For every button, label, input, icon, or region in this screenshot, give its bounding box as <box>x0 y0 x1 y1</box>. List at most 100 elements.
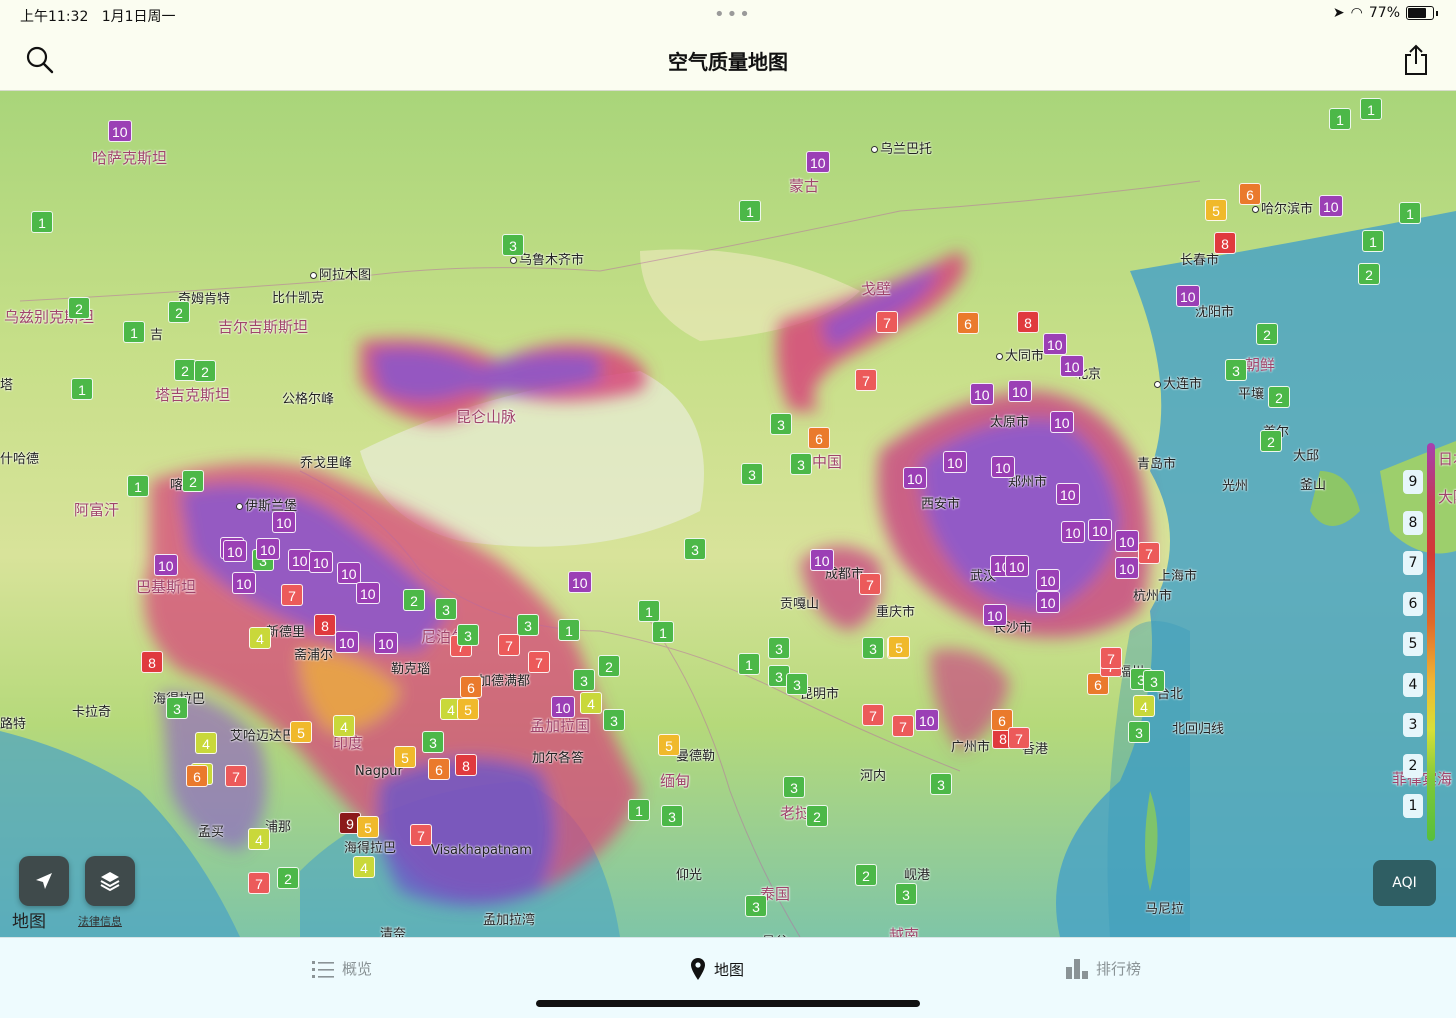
aqi-station-marker[interactable]: 10 <box>983 604 1007 626</box>
aqi-station-marker[interactable]: 10 <box>568 571 592 593</box>
aqi-station-marker[interactable]: 2 <box>277 867 299 889</box>
aqi-station-marker[interactable]: 5 <box>1205 199 1227 221</box>
tab-overview[interactable]: 概览 <box>312 958 372 979</box>
aqi-station-marker[interactable]: 1 <box>1360 98 1382 120</box>
aqi-station-marker[interactable]: 2 <box>403 589 425 611</box>
aqi-station-marker[interactable]: 3 <box>786 673 808 695</box>
aqi-station-marker[interactable]: 1 <box>1399 202 1421 224</box>
aqi-station-marker[interactable]: 10 <box>1036 569 1060 591</box>
aqi-station-marker[interactable]: 3 <box>422 731 444 753</box>
aqi-station-marker[interactable]: 5 <box>457 698 479 720</box>
aqi-station-marker[interactable]: 10 <box>335 631 359 653</box>
aqi-station-marker[interactable]: 1 <box>558 619 580 641</box>
aqi-station-marker[interactable]: 3 <box>862 637 884 659</box>
tab-ranking[interactable]: 排行榜 <box>1066 958 1141 979</box>
aqi-station-marker[interactable]: 2 <box>182 470 204 492</box>
aqi-station-marker[interactable]: 10 <box>1036 591 1060 613</box>
aqi-station-marker[interactable]: 3 <box>790 453 812 475</box>
aqi-station-marker[interactable]: 6 <box>957 312 979 334</box>
aqi-station-marker[interactable]: 3 <box>768 637 790 659</box>
aqi-station-marker[interactable]: 4 <box>580 692 602 714</box>
aqi-station-marker[interactable]: 4 <box>248 828 270 850</box>
aqi-station-marker[interactable]: 10 <box>1176 285 1200 307</box>
aqi-station-marker[interactable]: 3 <box>1143 670 1165 692</box>
aqi-station-marker[interactable]: 3 <box>502 234 524 256</box>
aqi-station-marker[interactable]: 7 <box>528 651 550 673</box>
aqi-station-marker[interactable]: 8 <box>1214 232 1236 254</box>
aqi-station-marker[interactable]: 10 <box>1043 333 1067 355</box>
aqi-station-marker[interactable]: 2 <box>1268 386 1290 408</box>
aqi-station-marker[interactable]: 3 <box>770 413 792 435</box>
aqi-station-marker[interactable]: 10 <box>1115 557 1139 579</box>
aqi-station-marker[interactable]: 7 <box>862 704 884 726</box>
aqi-station-marker[interactable]: 10 <box>374 632 398 654</box>
aqi-station-marker[interactable]: 10 <box>272 511 296 533</box>
aqi-station-marker[interactable]: 1 <box>739 200 761 222</box>
aqi-station-marker[interactable]: 7 <box>859 573 881 595</box>
map-layers-button[interactable] <box>85 856 135 906</box>
aqi-station-marker[interactable]: 10 <box>288 549 312 571</box>
aqi-station-marker[interactable]: 3 <box>166 697 188 719</box>
aqi-station-marker[interactable]: 10 <box>337 562 361 584</box>
aqi-station-marker[interactable]: 10 <box>810 549 834 571</box>
aqi-station-marker[interactable]: 1 <box>71 378 93 400</box>
aqi-station-marker[interactable]: 10 <box>154 554 178 576</box>
aqi-station-marker[interactable]: 10 <box>915 709 939 731</box>
aqi-station-marker[interactable]: 8 <box>141 651 163 673</box>
aqi-station-marker[interactable]: 10 <box>223 540 247 562</box>
aqi-station-marker[interactable]: 6 <box>428 758 450 780</box>
aqi-station-marker[interactable]: 3 <box>895 883 917 905</box>
aqi-station-marker[interactable]: 3 <box>930 773 952 795</box>
aqi-station-marker[interactable]: 7 <box>410 824 432 846</box>
aqi-station-marker[interactable]: 6 <box>991 709 1013 731</box>
aqi-station-marker[interactable]: 7 <box>855 369 877 391</box>
aqi-station-marker[interactable]: 2 <box>168 301 190 323</box>
aqi-station-marker[interactable]: 10 <box>1050 411 1074 433</box>
aqi-station-marker[interactable]: 10 <box>1060 355 1084 377</box>
aqi-station-marker[interactable]: 3 <box>573 669 595 691</box>
aqi-station-marker[interactable]: 2 <box>68 297 90 319</box>
aqi-station-marker[interactable]: 7 <box>225 765 247 787</box>
aqi-station-marker[interactable]: 3 <box>783 776 805 798</box>
aqi-station-marker[interactable]: 8 <box>314 614 336 636</box>
aqi-station-marker[interactable]: 1 <box>628 799 650 821</box>
aqi-station-marker[interactable]: 10 <box>1115 530 1139 552</box>
aqi-station-marker[interactable]: 3 <box>1225 359 1247 381</box>
aqi-station-marker[interactable]: 7 <box>1138 542 1160 564</box>
aqi-station-marker[interactable]: 10 <box>1319 195 1343 217</box>
aqi-station-marker[interactable]: 3 <box>1128 721 1150 743</box>
aqi-station-marker[interactable]: 6 <box>1087 673 1109 695</box>
aqi-station-marker[interactable]: 5 <box>888 636 910 658</box>
aqi-station-marker[interactable]: 1 <box>123 321 145 343</box>
legal-link[interactable]: 法律信息 <box>78 915 122 928</box>
aqi-station-marker[interactable]: 4 <box>1133 695 1155 717</box>
aqi-station-marker[interactable]: 2 <box>174 359 196 381</box>
aqi-station-marker[interactable]: 4 <box>249 627 271 649</box>
aqi-station-marker[interactable]: 6 <box>1239 183 1261 205</box>
aqi-station-marker[interactable]: 4 <box>353 856 375 878</box>
tab-map[interactable]: 地图 <box>690 958 744 980</box>
aqi-station-marker[interactable]: 3 <box>684 538 706 560</box>
aqi-station-marker[interactable]: 10 <box>943 451 967 473</box>
aqi-station-marker[interactable]: 3 <box>435 598 457 620</box>
aqi-station-marker[interactable]: 8 <box>1017 311 1039 333</box>
aqi-station-marker[interactable]: 8 <box>455 754 477 776</box>
aqi-station-marker[interactable]: 10 <box>551 696 575 718</box>
aqi-station-marker[interactable]: 10 <box>1008 380 1032 402</box>
aqi-layer-button[interactable]: AQI <box>1373 860 1436 906</box>
aqi-station-marker[interactable]: 3 <box>603 709 625 731</box>
aqi-station-marker[interactable]: 7 <box>892 715 914 737</box>
aqi-station-marker[interactable]: 10 <box>806 151 830 173</box>
aqi-station-marker[interactable]: 1 <box>1329 108 1351 130</box>
aqi-station-marker[interactable]: 2 <box>1256 323 1278 345</box>
aqi-station-marker[interactable]: 10 <box>991 456 1015 478</box>
aqi-station-marker[interactable]: 6 <box>808 427 830 449</box>
aqi-station-marker[interactable]: 6 <box>460 676 482 698</box>
aqi-station-marker[interactable]: 7 <box>248 872 270 894</box>
aqi-station-marker[interactable]: 3 <box>741 463 763 485</box>
aqi-station-marker[interactable]: 3 <box>517 614 539 636</box>
aqi-station-marker[interactable]: 10 <box>256 538 280 560</box>
aqi-station-marker[interactable]: 7 <box>1100 647 1122 669</box>
aqi-station-marker[interactable]: 7 <box>281 584 303 606</box>
aqi-station-marker[interactable]: 2 <box>806 805 828 827</box>
